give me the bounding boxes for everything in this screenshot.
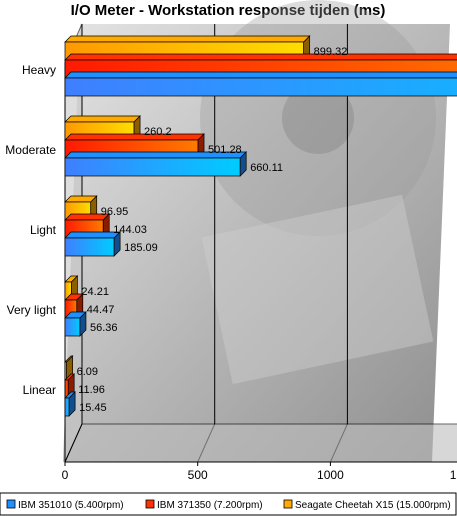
category-label-light: Light [30, 223, 57, 237]
bar-end-face [239, 151, 247, 177]
legend: IBM 351010 (5.400rpm) IBM 371350 (7.200rp… [0, 492, 457, 516]
bar-light-s0 [64, 231, 121, 257]
bar-light-s2 [64, 195, 98, 221]
tick-labels: 05001000150020002500 [62, 462, 457, 482]
bar-linear-s0 [64, 391, 76, 417]
x-tick-label-1000: 1000 [317, 468, 344, 482]
legend-swatch-2 [283, 499, 293, 509]
value-label-moderate-s1: 501.28 [208, 144, 242, 156]
value-label-light-s0: 185.09 [124, 242, 158, 254]
bar-top-face [64, 35, 311, 43]
floor [64, 423, 457, 463]
value-label-very-light-s0: 56.36 [90, 322, 118, 334]
bar-top-face [64, 71, 457, 79]
value-label-heavy-s2: 899.32 [314, 46, 348, 58]
bar-end-face [113, 231, 121, 257]
category-label-heavy: Heavy [22, 63, 56, 77]
value-label-linear-s1: 11.96 [78, 384, 105, 396]
bar-top-face [64, 115, 141, 123]
chart-title: I/O Meter - Workstation response tijden … [71, 2, 386, 19]
value-label-moderate-s0: 660.11 [250, 162, 283, 174]
value-label-light-s1: 144.03 [113, 224, 147, 236]
bar-front-face [64, 157, 241, 177]
x-tick-label-1500: 1500 [450, 468, 457, 482]
value-label-very-light-s2: 24.21 [81, 286, 109, 298]
value-label-very-light-s1: 44.47 [87, 304, 115, 316]
category-label-moderate: Moderate [5, 143, 56, 157]
value-labels: 899.321781.292416.16260.2501.28660.1196.… [77, 46, 348, 414]
bar-front-face [64, 317, 81, 337]
bars [64, 35, 457, 417]
bar-front-face [64, 77, 457, 97]
bar-front-face [64, 397, 70, 417]
legend-swatch-0 [6, 499, 16, 509]
legend-label-1: IBM 371350 (7.200rpm) [157, 500, 263, 511]
drive-label-shape [201, 194, 434, 385]
value-label-linear-s2: 6.09 [77, 366, 98, 378]
x-tick-label-500: 500 [188, 468, 208, 482]
bar-top-face [64, 53, 457, 61]
legend-swatch-1 [145, 499, 155, 509]
bar-front-face [64, 237, 115, 257]
bar-end-face [79, 311, 87, 337]
bar-end-face [68, 391, 76, 417]
legend-box [0, 492, 457, 516]
bar-very-light-s0 [64, 311, 87, 337]
bar-moderate-s0 [64, 151, 248, 177]
category-labels: Heavy Moderate Light Very light Linear [5, 63, 56, 397]
bar-heavy-s0 [64, 71, 457, 97]
legend-label-2: Seagate Cheetah X15 (15.000rpm) [295, 500, 451, 511]
value-label-linear-s0: 15.45 [79, 402, 107, 414]
x-tick-label-0: 0 [62, 468, 69, 482]
category-label-linear: Linear [23, 383, 56, 397]
legend-label-0: IBM 351010 (5.400rpm) [18, 500, 124, 511]
category-label-very-light: Very light [7, 303, 57, 317]
value-label-light-s2: 96.95 [101, 206, 129, 218]
bar-top-face [64, 133, 205, 141]
value-label-moderate-s2: 260.2 [144, 126, 172, 138]
bar-top-face [64, 231, 121, 239]
